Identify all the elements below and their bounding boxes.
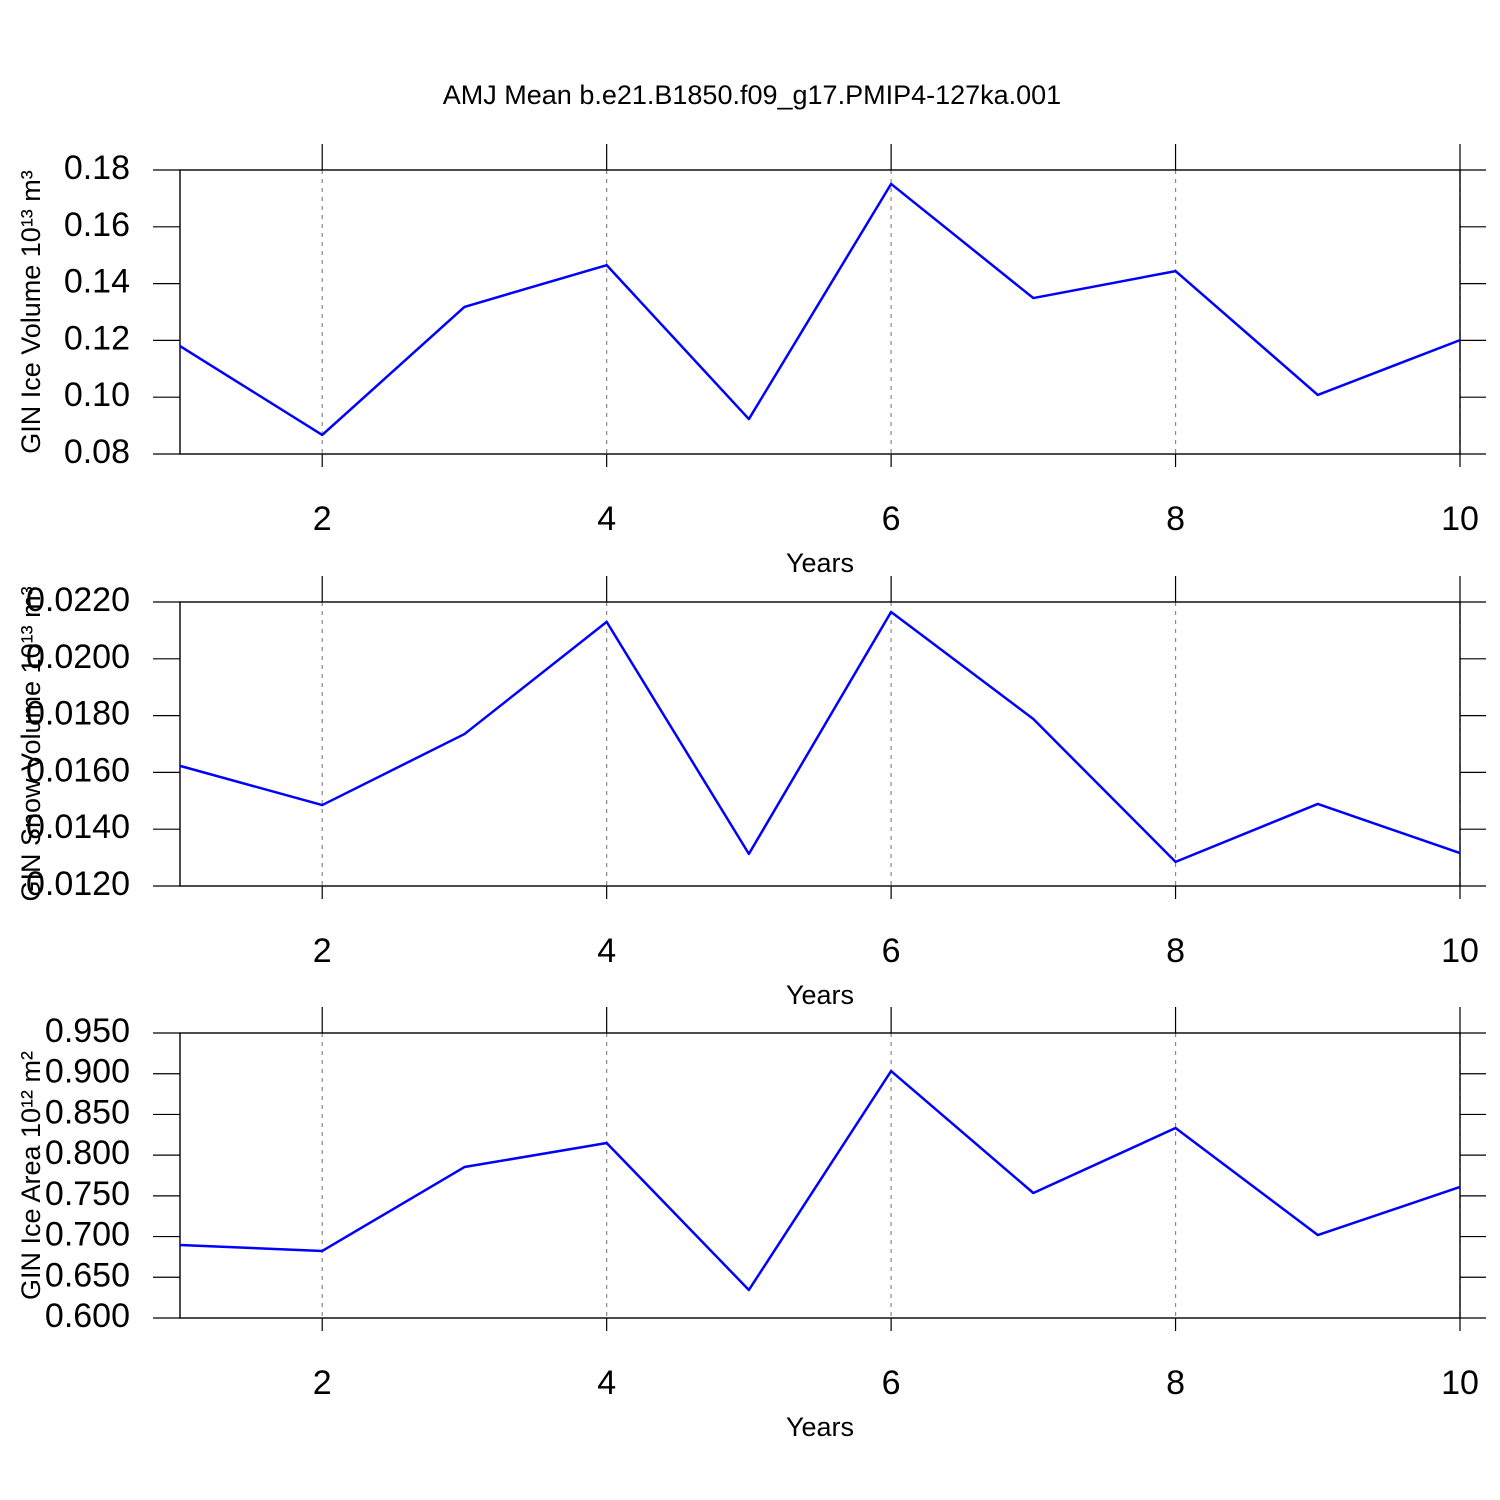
- y-tick-label: 0.16: [64, 206, 130, 244]
- data-line: [179, 610, 1461, 864]
- x-tick-label: 8: [1166, 500, 1185, 538]
- x-tick-label: 6: [882, 500, 901, 538]
- data-line: [179, 1069, 1461, 1292]
- x-axis-label: Years: [786, 1412, 854, 1442]
- x-tick-label: 2: [313, 500, 332, 538]
- x-tick-label: 4: [597, 932, 616, 970]
- x-tick-label: 2: [313, 1364, 332, 1402]
- y-tick-label: 0.0220: [26, 581, 130, 619]
- y-tick-label: 0.650: [45, 1256, 130, 1294]
- y-tick-label: 0.12: [64, 319, 130, 357]
- plot-frame: [179, 1032, 1461, 1319]
- y-tick-label: 0.0160: [26, 751, 130, 789]
- x-tick-label: 2: [313, 932, 332, 970]
- y-tick-label: 0.800: [45, 1134, 130, 1172]
- y-tick-label: 0.600: [45, 1297, 130, 1335]
- y-tick-label: 0.0140: [26, 808, 130, 846]
- y-tick-label: 0.0120: [26, 865, 130, 903]
- y-tick-label: 0.0180: [26, 695, 130, 733]
- x-tick-label: 8: [1166, 1364, 1185, 1402]
- x-tick-label: 6: [882, 932, 901, 970]
- x-axis-label: Years: [786, 548, 854, 578]
- chart-title: AMJ Mean b.e21.B1850.f09_g17.PMIP4-127ka…: [443, 80, 1061, 110]
- y-tick-label: 0.0200: [26, 638, 130, 676]
- y-axis-label: GIN Ice Volume 10¹³ m³: [16, 170, 46, 454]
- x-tick-label: 4: [597, 1364, 616, 1402]
- x-tick-label: 4: [597, 500, 616, 538]
- x-tick-label: 8: [1166, 932, 1185, 970]
- y-tick-label: 0.950: [45, 1012, 130, 1050]
- y-axis-label: GIN Ice Area 10¹² m²: [16, 1051, 46, 1300]
- y-tick-label: 0.850: [45, 1093, 130, 1131]
- y-axis-label: GIN Snow Volume 10¹³ m³: [16, 586, 46, 901]
- y-tick-label: 0.10: [64, 376, 130, 414]
- y-tick-label: 0.900: [45, 1053, 130, 1091]
- x-tick-label: 10: [1441, 1364, 1479, 1402]
- y-tick-label: 0.18: [64, 149, 130, 187]
- x-tick-label: 10: [1441, 932, 1479, 970]
- plot-frame: [179, 601, 1461, 887]
- data-line: [179, 182, 1461, 437]
- x-axis-label: Years: [786, 980, 854, 1010]
- plot-frame: [179, 169, 1461, 455]
- y-tick-label: 0.750: [45, 1175, 130, 1213]
- y-tick-label: 0.14: [64, 263, 130, 301]
- x-tick-label: 6: [882, 1364, 901, 1402]
- y-tick-label: 0.700: [45, 1216, 130, 1254]
- x-tick-label: 10: [1441, 500, 1479, 538]
- y-tick-label: 0.08: [64, 433, 130, 471]
